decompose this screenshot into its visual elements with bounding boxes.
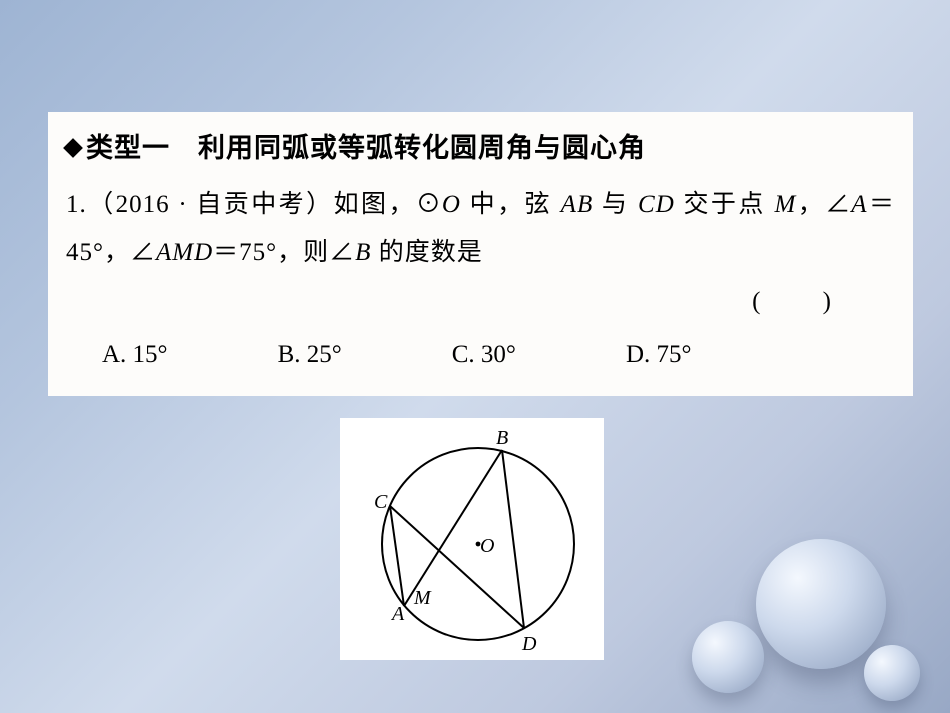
figure-svg: A B C D M O: [340, 418, 604, 660]
category-label: 类型一: [86, 133, 170, 163]
decor-sphere-large: [756, 539, 886, 669]
svg-text:A: A: [390, 603, 405, 625]
geometry-figure: A B C D M O: [340, 418, 604, 660]
svg-text:M: M: [413, 587, 432, 609]
q-number: 1.: [66, 191, 87, 218]
svg-text:B: B: [496, 427, 508, 449]
decor-sphere-small: [864, 645, 920, 701]
svg-text:C: C: [374, 491, 388, 513]
question-text: 1.（2016 · 自贡中考）如图，⊙O 中，弦 AB 与 CD 交于点 M，∠…: [66, 181, 895, 279]
option-b: B. 25°: [278, 331, 342, 380]
decor-sphere-medium: [692, 621, 764, 693]
svg-text:D: D: [521, 633, 537, 655]
option-d: D. 75°: [626, 331, 692, 380]
svg-text:O: O: [480, 535, 494, 557]
diamond-icon: [63, 138, 83, 158]
question-block: 类型一 利用同弧或等弧转化圆周角与圆心角 1.（2016 · 自贡中考）如图，⊙…: [48, 112, 913, 396]
answer-paren: ( ): [66, 278, 895, 327]
heading-title: 利用同弧或等弧转化圆周角与圆心角: [198, 133, 646, 163]
type-heading: 类型一 利用同弧或等弧转化圆周角与圆心角: [66, 122, 895, 175]
options-row: A. 15° B. 25° C. 30° D. 75°: [66, 331, 895, 380]
option-a: A. 15°: [102, 331, 168, 380]
q-source: （2016 · 自贡中考）: [87, 191, 334, 218]
option-c: C. 30°: [452, 331, 516, 380]
